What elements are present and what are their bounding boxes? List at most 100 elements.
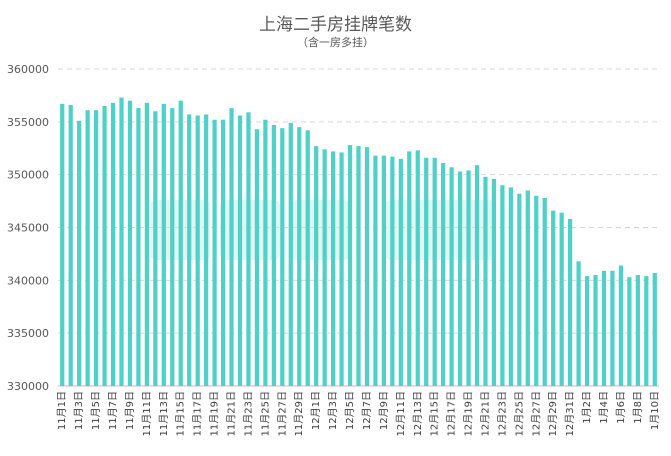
bar xyxy=(187,114,192,386)
bar xyxy=(161,103,166,387)
bar xyxy=(373,155,378,386)
x-tick-label: 11月3日 xyxy=(73,391,85,430)
x-tick-label: 11月27日 xyxy=(276,391,288,436)
bar xyxy=(195,115,200,386)
bar xyxy=(254,129,260,387)
bar xyxy=(449,167,454,386)
bar xyxy=(347,145,353,386)
x-tick-label: 11月21日 xyxy=(226,391,238,436)
bar xyxy=(610,270,615,386)
x-tick-label: 11月9日 xyxy=(124,391,136,430)
x-tick-label: 12月3日 xyxy=(327,391,339,430)
bar xyxy=(153,111,158,387)
bar xyxy=(110,102,116,387)
y-tick-label: 335000 xyxy=(7,327,49,340)
x-tick-label: 12月19日 xyxy=(463,391,475,436)
x-tick-label: 11月15日 xyxy=(175,391,187,436)
bar xyxy=(466,170,471,386)
bar xyxy=(407,151,412,386)
x-tick-label: 11月11日 xyxy=(141,391,153,436)
bar xyxy=(127,100,133,386)
bar xyxy=(525,190,530,386)
x-tick-label: 12月15日 xyxy=(429,391,441,436)
bar xyxy=(322,149,327,386)
x-tick-label: 12月11日 xyxy=(395,391,407,436)
bar xyxy=(457,171,463,386)
bar xyxy=(170,108,175,386)
bar xyxy=(136,108,141,386)
x-tick-label: 12月29日 xyxy=(547,391,559,436)
bar xyxy=(517,193,522,386)
x-axis-ticks: 11月1日 11月3日 11月5日 11月7日 11月9日 11月11日 11月13日 11月… xyxy=(56,391,661,436)
bar xyxy=(601,270,607,386)
bar xyxy=(568,219,573,386)
bar xyxy=(551,210,556,386)
bar xyxy=(398,158,403,386)
x-tick-label: 11月19日 xyxy=(209,391,221,436)
y-axis-ticks: 330000 335000 340000 345000 350000 355000 3600… xyxy=(7,63,49,393)
bar xyxy=(85,110,90,387)
bar xyxy=(305,130,310,386)
bar xyxy=(474,165,480,386)
x-tick-label: 12月17日 xyxy=(446,391,458,436)
bar xyxy=(441,163,446,386)
bar xyxy=(576,261,581,386)
bar xyxy=(229,108,234,386)
bar xyxy=(93,110,99,387)
y-tick-label: 355000 xyxy=(7,116,49,129)
bar xyxy=(542,197,547,386)
bar xyxy=(635,275,640,386)
x-tick-label: 11月29日 xyxy=(293,391,305,436)
x-tick-label: 12月27日 xyxy=(530,391,542,436)
y-tick-label: 340000 xyxy=(7,274,49,287)
bar xyxy=(178,100,183,386)
bar xyxy=(500,185,505,386)
x-tick-label: 11月7日 xyxy=(107,391,119,430)
bar xyxy=(271,125,276,387)
bar xyxy=(237,115,243,386)
x-tick-label: 12月7日 xyxy=(361,391,373,430)
bar xyxy=(68,104,73,386)
bar xyxy=(364,147,370,386)
bar xyxy=(77,120,82,386)
bar xyxy=(280,128,285,386)
x-tick-label: 1月8日 xyxy=(632,391,644,424)
x-tick-label: 11月25日 xyxy=(259,391,271,436)
chart-subtitle: （含一房多挂） xyxy=(297,36,374,49)
chart-title: 上海二手房挂牌笔数 xyxy=(259,15,412,35)
bar xyxy=(246,112,251,386)
x-tick-label: 12月9日 xyxy=(378,391,390,430)
x-tick-label: 12月1日 xyxy=(310,391,322,430)
x-tick-label: 11月23日 xyxy=(242,391,254,436)
bar xyxy=(584,276,590,386)
bars xyxy=(60,97,657,387)
bar xyxy=(627,277,632,386)
bar xyxy=(288,122,293,386)
bar xyxy=(432,157,437,386)
bar xyxy=(356,146,361,386)
bar xyxy=(330,151,336,386)
bar xyxy=(483,176,488,386)
y-tick-label: 345000 xyxy=(7,222,49,235)
bar xyxy=(424,157,429,386)
bar xyxy=(339,152,344,386)
bar xyxy=(508,187,513,386)
x-tick-label: 12月31日 xyxy=(564,391,576,436)
x-tick-label: 11月17日 xyxy=(192,391,204,436)
bar xyxy=(102,105,107,386)
bar xyxy=(618,265,624,386)
x-tick-label: 11月5日 xyxy=(90,391,102,430)
bar xyxy=(314,146,319,386)
bar xyxy=(220,119,226,386)
bar xyxy=(119,97,124,386)
bar xyxy=(593,275,598,386)
bar xyxy=(491,178,497,386)
bar xyxy=(263,119,268,386)
bar xyxy=(381,155,387,386)
bar xyxy=(204,114,209,386)
bar xyxy=(652,272,657,386)
bar xyxy=(144,102,149,387)
x-tick-label: 11月1日 xyxy=(56,391,68,430)
y-tick-label: 360000 xyxy=(7,63,49,76)
